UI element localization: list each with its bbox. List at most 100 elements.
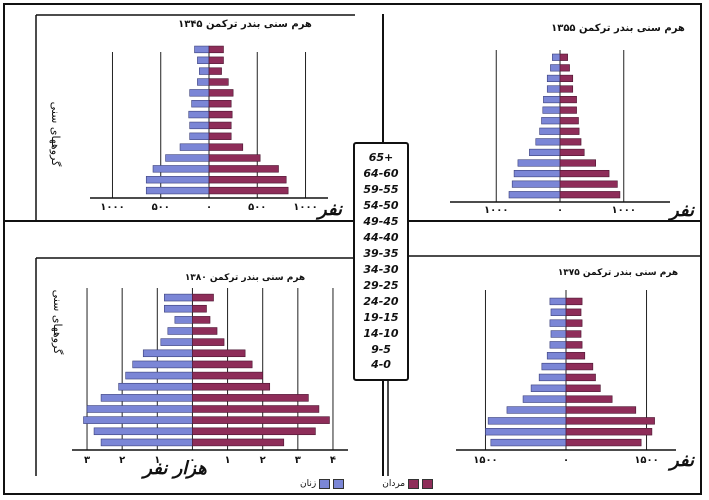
bar-male: [208, 110, 233, 119]
bar-male: [208, 132, 232, 140]
bar-female: [194, 45, 210, 54]
age-group-label: 19-15: [363, 310, 399, 324]
bar-female: [197, 56, 210, 64]
axis-unit-label: هزار نفر: [140, 458, 207, 479]
x-tick-label: ۱۵۰۰: [634, 455, 658, 466]
bar-male: [565, 395, 613, 403]
age-group-label: 34-30: [363, 262, 399, 276]
bar-male: [208, 56, 224, 64]
bar-male: [559, 53, 568, 61]
bar-male: [559, 191, 621, 199]
x-tick-label: ۴: [330, 455, 336, 466]
bar-female: [513, 169, 561, 178]
bar-male: [559, 159, 597, 167]
bar-male: [565, 384, 601, 392]
bar-female: [164, 293, 193, 302]
bar-male: [208, 121, 232, 130]
axis-unit-label: نفر: [667, 450, 695, 471]
legend-female-label: زنان: [300, 479, 317, 489]
bar-female: [179, 143, 210, 151]
bar-female: [530, 384, 567, 392]
chart-title: هرم سنی بندر ترکمن ۱۳۵۵: [551, 23, 685, 34]
bar-male: [192, 304, 207, 313]
bar-male: [565, 417, 655, 425]
x-tick-label: ۰: [206, 202, 212, 213]
bar-male: [192, 338, 225, 346]
bar-male: [192, 438, 285, 447]
bar-male: [192, 382, 271, 391]
x-tick-label: ۵۰۰: [152, 202, 170, 213]
bar-male: [565, 330, 582, 338]
axis-unit-label: نفر: [667, 200, 695, 221]
x-tick-label: ۱۰۰۰: [293, 202, 317, 213]
legend-female-swatch-2: [333, 479, 345, 489]
bar-female: [118, 382, 193, 391]
bar-male: [192, 394, 309, 402]
bar-male: [208, 154, 261, 162]
bar-male: [565, 362, 594, 371]
legend-female-swatch: [319, 479, 331, 489]
bar-female: [546, 85, 561, 93]
bar-male: [559, 169, 610, 178]
bar-female: [511, 180, 561, 188]
bar-female: [546, 352, 567, 360]
bar-female: [550, 64, 561, 72]
bar-male: [565, 352, 586, 360]
bar-male: [208, 165, 279, 173]
legend-female: زنان: [300, 479, 345, 489]
bar-female: [142, 349, 193, 358]
bar-female: [174, 316, 193, 324]
x-tick-label: ۰: [189, 455, 195, 466]
bar-female: [539, 127, 561, 135]
bar-female: [189, 132, 210, 140]
bar-male: [559, 180, 618, 188]
bar-female: [188, 110, 210, 119]
bar-female: [550, 308, 567, 316]
bar-male: [208, 143, 244, 151]
bar-female: [164, 304, 193, 313]
bar-male: [559, 85, 574, 93]
bar-male: [559, 127, 580, 135]
age-group-label: 4-0: [371, 358, 391, 372]
bar-female: [542, 106, 561, 114]
age-group-label: 54-50: [363, 199, 399, 213]
chart-title: هرم سنی بندر ترکمن ۱۳۸۰: [185, 273, 305, 283]
bar-female: [538, 373, 567, 382]
bar-male: [208, 89, 234, 97]
bar-female: [517, 159, 561, 167]
bar-female: [86, 405, 193, 413]
age-groups-box: 65+ 64-60 59-55 54-50 49-45 44-40 39-35 34-30 29…: [353, 142, 409, 381]
bar-male: [565, 308, 582, 316]
bar-female: [125, 371, 193, 380]
x-tick-label: ۱۰۰۰: [484, 205, 508, 216]
bar-female: [189, 89, 210, 97]
bar-male: [559, 64, 570, 72]
bar-male: [565, 438, 642, 447]
bar-male: [559, 117, 579, 125]
age-group-label: 39-35: [363, 246, 399, 260]
bar-female: [189, 121, 210, 130]
age-group-label: 59-55: [363, 183, 399, 197]
bar-female: [167, 327, 193, 335]
bar-male: [192, 427, 316, 436]
bar-male: [192, 416, 330, 424]
bar-male: [565, 373, 596, 382]
bar-male: [192, 405, 320, 413]
bar-female: [549, 341, 567, 349]
bar-female: [191, 100, 210, 108]
bar-male: [565, 319, 583, 327]
bar-male: [208, 186, 289, 195]
bar-female: [145, 176, 210, 184]
bar-male: [565, 297, 583, 306]
bar-female: [83, 416, 193, 424]
x-tick-label: ۵۰۰: [248, 202, 266, 213]
x-tick-label: ۲: [260, 455, 266, 466]
x-tick-label: ۳: [84, 455, 90, 466]
legend: زنان مردان: [300, 474, 434, 494]
bar-female: [485, 428, 567, 436]
bar-female: [199, 67, 210, 75]
bar-male: [192, 349, 246, 358]
legend-male-label: مردان: [382, 479, 406, 489]
age-group-label: 14-10: [363, 326, 399, 340]
